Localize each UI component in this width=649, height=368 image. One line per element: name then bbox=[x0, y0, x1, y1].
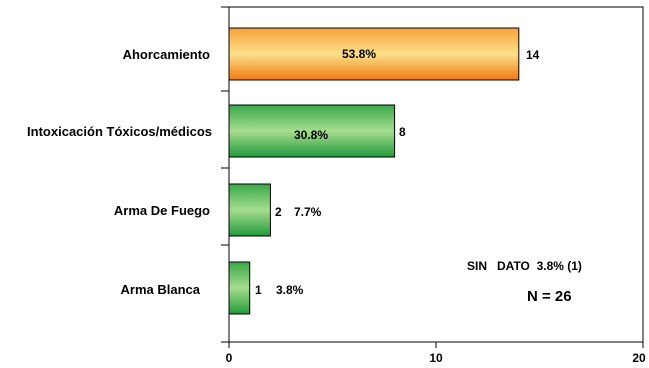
value-label-arma-blanca: 1 bbox=[255, 283, 262, 297]
value-label-intoxicacion: 8 bbox=[399, 125, 406, 139]
x-tick-label-20: 20 bbox=[632, 351, 646, 365]
value-label-arma-fuego: 2 bbox=[275, 205, 282, 219]
value-label-ahorcamiento: 14 bbox=[526, 48, 540, 62]
n-total-label: N = 26 bbox=[527, 288, 572, 305]
category-label-intoxicacion: Intoxicación Tóxicos/médicos bbox=[27, 124, 212, 139]
percent-label-arma-blanca: 3.8% bbox=[276, 283, 304, 297]
bar-ahorcamiento bbox=[228, 27, 520, 81]
category-label-arma-fuego: Arma De Fuego bbox=[114, 203, 210, 218]
bar-arma-blanca bbox=[228, 261, 251, 315]
percent-label-arma-fuego: 7.7% bbox=[294, 205, 322, 219]
x-tick-label-0: 0 bbox=[226, 351, 233, 365]
percent-label-intoxicacion: 30.8% bbox=[294, 128, 328, 142]
category-label-arma-blanca: Arma Blanca bbox=[121, 282, 201, 297]
bar-intoxicacion bbox=[228, 104, 396, 158]
x-tick-label-10: 10 bbox=[429, 351, 443, 365]
x-axis-ticks bbox=[228, 342, 644, 348]
y-axis-ticks bbox=[221, 6, 229, 343]
bar-arma-fuego bbox=[228, 183, 271, 237]
category-label-ahorcamiento: Ahorcamiento bbox=[123, 47, 210, 62]
percent-label-ahorcamiento: 53.8% bbox=[342, 47, 376, 61]
sin-dato-note: SIN DATO 3.8% (1) bbox=[467, 259, 582, 273]
